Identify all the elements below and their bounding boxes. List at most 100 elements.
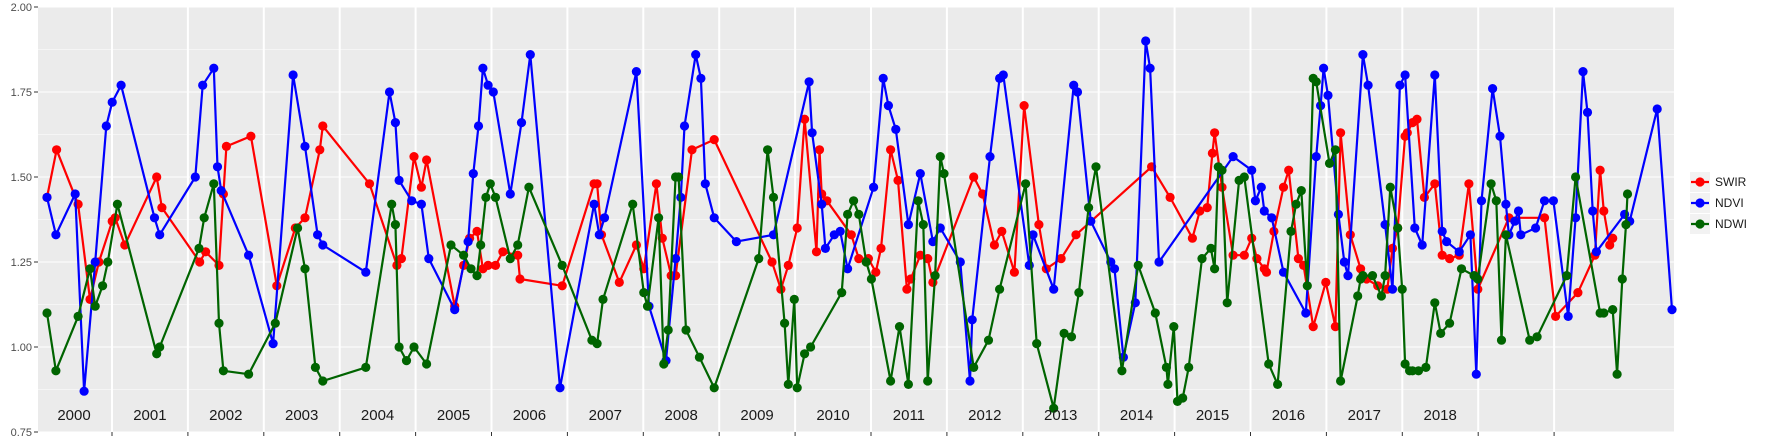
- data-point-ndwi: [244, 369, 254, 379]
- data-point-swir: [876, 243, 886, 253]
- data-point-ndvi: [843, 264, 853, 274]
- data-point-ndwi: [209, 179, 219, 189]
- data-point-ndvi: [709, 213, 719, 223]
- data-point-ndvi: [450, 305, 460, 315]
- data-point-ndwi: [1066, 332, 1077, 342]
- data-point-ndwi: [628, 199, 638, 209]
- data-point-ndvi: [212, 162, 223, 172]
- data-point-ndwi: [394, 342, 404, 352]
- data-point-swir: [1239, 250, 1249, 260]
- legend-key-point: [1695, 219, 1705, 229]
- data-point-ndvi: [1250, 196, 1260, 206]
- data-point-ndwi: [1532, 332, 1542, 342]
- data-point-ndvi: [679, 121, 690, 131]
- data-point-ndvi: [1028, 230, 1038, 240]
- data-point-ndvi: [463, 237, 473, 247]
- data-point-ndwi: [524, 182, 534, 192]
- y-tick-label: 1.00: [11, 342, 32, 354]
- data-point-swir: [246, 131, 256, 141]
- year-label: 2017: [1348, 407, 1381, 424]
- series-ndvi: [42, 36, 1677, 396]
- data-point-ndvi: [1437, 226, 1447, 236]
- data-point-ndwi: [969, 362, 979, 372]
- data-point-ndwi: [1161, 362, 1171, 372]
- data-point-ndwi: [918, 220, 928, 230]
- data-point-ndvi: [424, 254, 434, 264]
- data-point-ndvi: [70, 189, 80, 199]
- data-point-ndvi: [1069, 80, 1079, 90]
- data-point-ndwi: [1400, 359, 1410, 369]
- data-point-ndwi: [783, 379, 793, 389]
- data-point-ndvi: [1667, 305, 1677, 315]
- data-point-ndvi: [594, 230, 604, 240]
- data-point-ndwi: [42, 308, 52, 318]
- data-point-ndwi: [854, 209, 864, 219]
- data-point-ndvi: [190, 172, 200, 182]
- data-point-ndwi: [1163, 379, 1173, 389]
- data-point-swir: [483, 260, 493, 270]
- data-point-ndvi: [216, 186, 226, 196]
- data-point-ndvi: [407, 196, 417, 206]
- data-point-ndvi: [1410, 223, 1420, 233]
- legend-key-point: [1695, 177, 1705, 187]
- data-point-ndvi: [318, 240, 328, 250]
- data-point-ndwi: [1330, 145, 1340, 155]
- data-point-ndvi: [1513, 206, 1524, 216]
- data-point-ndwi: [293, 223, 303, 233]
- data-point-ndwi: [1286, 226, 1296, 236]
- data-point-ndvi: [394, 175, 404, 185]
- data-point-ndwi: [923, 376, 933, 386]
- data-point-ndwi: [1336, 376, 1346, 386]
- data-point-ndwi: [1210, 264, 1220, 274]
- data-point-ndwi: [1217, 165, 1227, 175]
- data-point-swir: [1430, 179, 1440, 189]
- year-label: 2010: [816, 407, 849, 424]
- data-point-ndvi: [1442, 237, 1452, 247]
- legend-label-ndwi: NDWI: [1715, 217, 1747, 231]
- data-point-swir: [396, 254, 406, 264]
- data-point-ndwi: [73, 311, 83, 321]
- data-point-ndwi: [1491, 196, 1501, 206]
- data-point-ndwi: [800, 349, 810, 359]
- data-point-swir: [1599, 206, 1609, 216]
- data-point-ndwi: [894, 322, 905, 332]
- data-point-ndvi: [1247, 165, 1257, 175]
- data-point-swir: [1336, 128, 1346, 138]
- data-point-ndwi: [401, 356, 412, 366]
- data-point-swir: [792, 223, 802, 233]
- data-point-ndvi: [288, 70, 298, 80]
- data-point-ndwi: [935, 152, 945, 162]
- data-point-ndwi: [361, 362, 371, 372]
- data-point-ndvi: [1301, 308, 1311, 318]
- data-point-swir: [846, 230, 856, 240]
- data-point-swir: [614, 277, 624, 287]
- data-point-ndwi: [1150, 308, 1160, 318]
- data-point-ndwi: [218, 366, 228, 376]
- data-point-swir: [1165, 192, 1175, 202]
- data-point-ndwi: [466, 264, 476, 274]
- data-point-ndvi: [1145, 63, 1155, 73]
- data-point-ndwi: [1367, 271, 1378, 281]
- year-label: 2009: [740, 407, 773, 424]
- data-point-ndwi: [1358, 271, 1368, 281]
- data-point-ndvi: [155, 230, 165, 240]
- data-point-ndvi: [313, 230, 323, 240]
- data-point-swir: [315, 145, 325, 155]
- data-point-swir: [886, 145, 896, 155]
- data-point-ndvi: [1259, 206, 1269, 216]
- data-point-ndwi: [155, 342, 165, 352]
- data-point-ndwi: [654, 213, 664, 223]
- data-point-ndwi: [1117, 366, 1127, 376]
- data-point-swir: [195, 257, 205, 267]
- data-point-ndwi: [789, 294, 799, 304]
- data-point-ndvi: [483, 80, 493, 90]
- data-point-ndvi: [107, 97, 117, 107]
- data-point-swir: [364, 179, 375, 189]
- year-label: 2018: [1424, 407, 1457, 424]
- data-point-ndvi: [1256, 182, 1266, 192]
- data-point-ndvi: [985, 152, 995, 162]
- data-point-ndwi: [694, 352, 705, 362]
- data-point-ndwi: [1084, 203, 1094, 213]
- data-point-ndwi: [1413, 366, 1424, 376]
- data-point-ndwi: [1091, 162, 1101, 172]
